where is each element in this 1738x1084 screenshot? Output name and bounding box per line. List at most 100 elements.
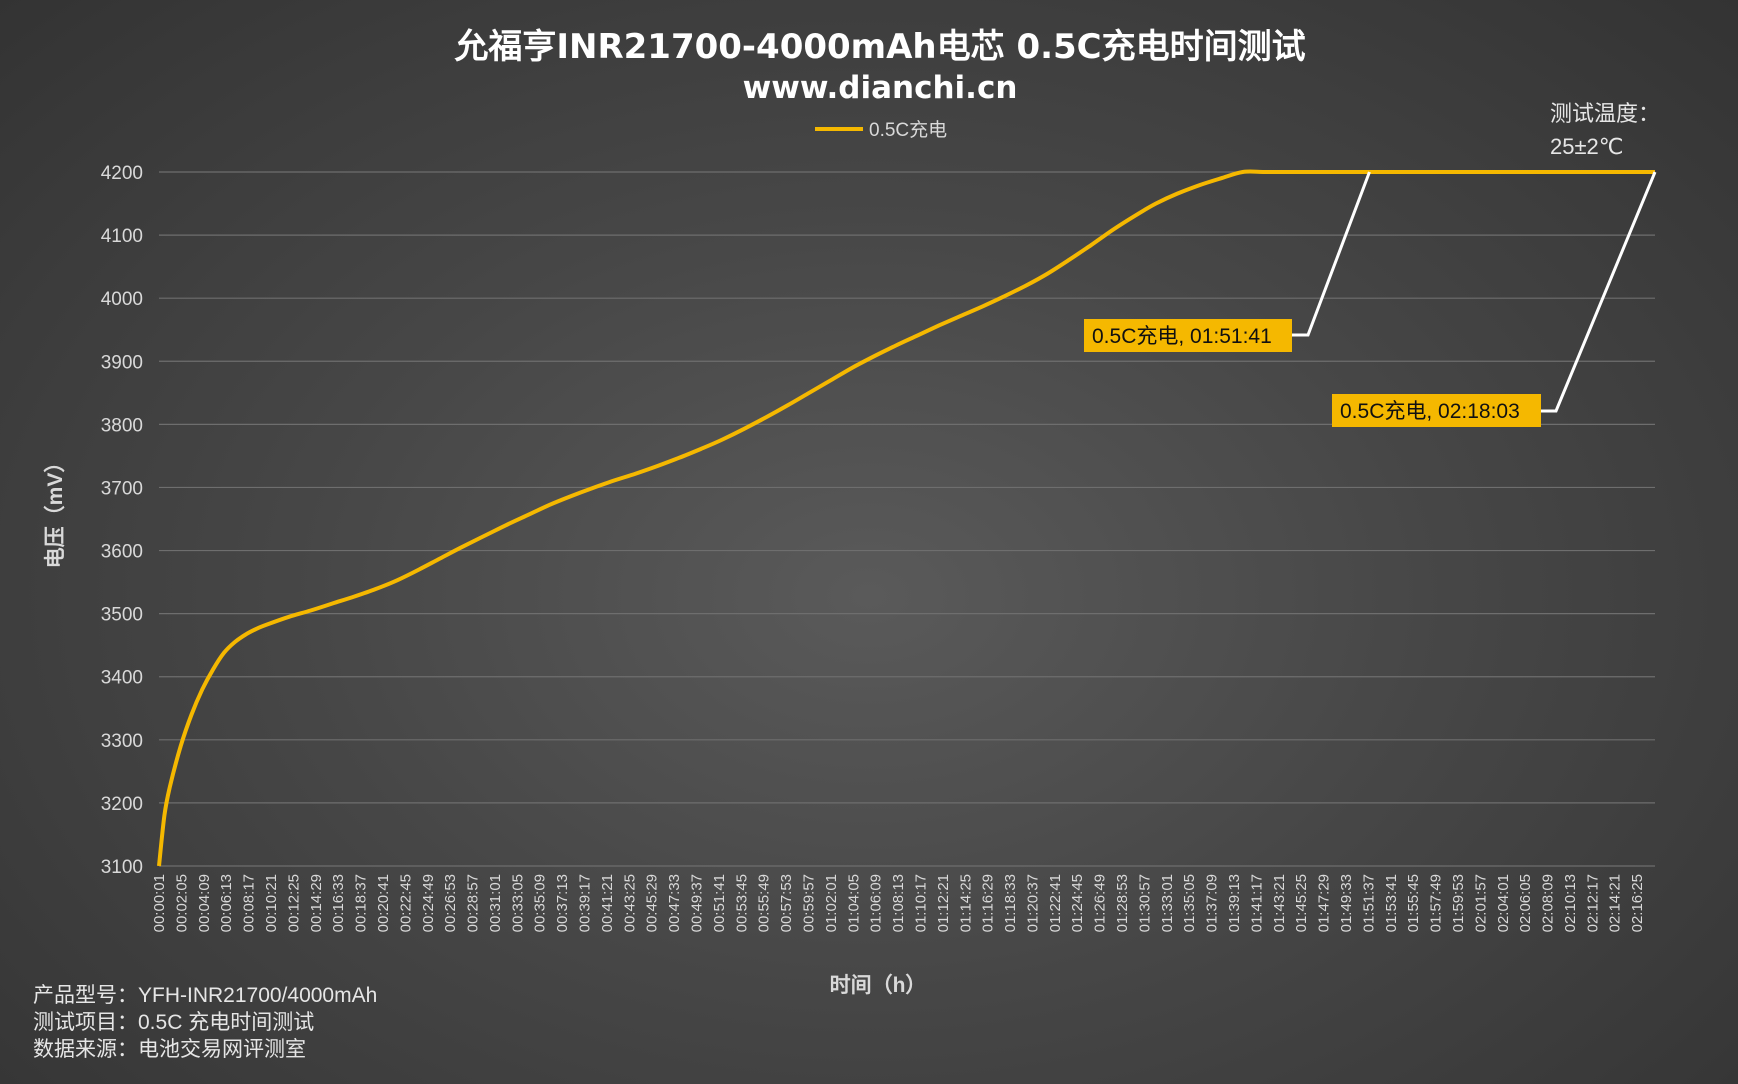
x-tick-label: 01:06:09 [868, 874, 885, 932]
footer-source: 数据来源：电池交易网评测室 [33, 1038, 306, 1061]
x-tick-label: 00:35:09 [532, 874, 549, 932]
x-tick-label: 02:14:21 [1607, 874, 1624, 932]
y-tick-label: 4200 [101, 163, 143, 184]
annotation-leader-line [1541, 171, 1657, 413]
x-tick-label: 00:26:53 [442, 874, 459, 932]
chart-title: 允福亨INR21700-4000mAh电芯 0.5C充电时间测试 [454, 27, 1305, 67]
x-tick-label: 00:31:01 [487, 874, 504, 932]
x-tick-label: 00:33:05 [509, 874, 526, 932]
x-tick-label: 00:55:49 [756, 874, 773, 932]
annotations: 0.5C充电, 01:51:41 0.5C充电, 02:18:03 [1084, 171, 1657, 427]
series-group [157, 169, 1655, 867]
x-tick-label: 01:45:25 [1293, 874, 1310, 932]
x-tick-label: 00:06:13 [218, 874, 235, 932]
x-tick-label: 00:20:41 [375, 874, 392, 932]
x-tick-label: 01:33:01 [1159, 874, 1176, 932]
x-tick-label: 00:24:49 [420, 874, 437, 932]
x-tick-label: 01:30:57 [1136, 874, 1153, 932]
legend-label: 0.5C充电 [869, 119, 947, 141]
x-tick-label: 00:12:25 [285, 874, 302, 932]
footer-test-item: 测试项目：0.5C 充电时间测试 [33, 1011, 314, 1034]
x-tick-label: 00:49:37 [689, 874, 706, 932]
x-tick-label: 00:22:45 [397, 874, 414, 932]
x-tick-label: 00:59:57 [800, 874, 817, 932]
x-tick-label: 01:02:01 [823, 874, 840, 932]
x-tick-label: 02:12:17 [1584, 874, 1601, 932]
annotation-label: 0.5C充电, 02:18:03 [1340, 400, 1520, 423]
x-tick-label: 00:08:17 [241, 874, 258, 932]
x-tick-label: 00:16:33 [330, 874, 347, 932]
x-tick-label: 00:41:21 [599, 874, 616, 932]
x-tick-label: 01:53:41 [1383, 874, 1400, 932]
y-tick-label: 3500 [101, 605, 143, 626]
y-tick-label: 3100 [101, 857, 143, 878]
footer-product: 产品型号：YFH-INR21700/4000mAh [33, 984, 377, 1007]
y-tick-label: 3900 [101, 352, 143, 373]
annotation-box [1332, 394, 1541, 427]
y-tick-label: 3300 [101, 731, 143, 752]
temperature-value: 25±2℃ [1550, 134, 1624, 159]
x-tick-label: 01:47:29 [1316, 874, 1333, 932]
x-tick-label: 00:47:33 [666, 874, 683, 932]
x-axis-title: 时间（h） [830, 973, 927, 997]
x-tick-label: 00:00:01 [151, 874, 168, 932]
x-tick-label: 01:59:53 [1450, 874, 1467, 932]
grid-lines [159, 171, 1655, 867]
annotation-label: 0.5C充电, 01:51:41 [1092, 325, 1272, 348]
x-tick-label: 01:37:09 [1204, 874, 1221, 932]
x-tick-label: 01:35:05 [1181, 874, 1198, 932]
x-tick-label: 01:08:13 [890, 874, 907, 932]
x-tick-label: 01:04:05 [845, 874, 862, 932]
x-tick-label: 01:10:17 [912, 874, 929, 932]
x-tick-label: 01:51:37 [1360, 874, 1377, 932]
x-tick-label: 01:16:29 [980, 874, 997, 932]
x-tick-label: 00:04:09 [196, 874, 213, 932]
x-tick-label: 01:26:49 [1092, 874, 1109, 932]
x-tick-label: 01:57:49 [1428, 874, 1445, 932]
x-tick-label: 00:39:17 [577, 874, 594, 932]
x-tick-label: 00:45:29 [644, 874, 661, 932]
x-tick-label: 00:28:57 [465, 874, 482, 932]
x-tick-label: 01:22:41 [1047, 874, 1064, 932]
y-tick-label: 3700 [101, 478, 143, 499]
y-tick-label: 3800 [101, 415, 143, 436]
annotation-box [1084, 319, 1292, 352]
x-tick-label: 00:53:45 [733, 874, 750, 932]
x-tick-label: 01:20:37 [1024, 874, 1041, 932]
y-tick-labels: 3100 3200 3300 3400 3500 3600 3700 3800 3900 4000… [101, 163, 143, 878]
x-tick-label: 02:01:57 [1472, 874, 1489, 932]
x-tick-label: 02:08:09 [1540, 874, 1557, 932]
chart-subtitle: www.dianchi.cn [743, 70, 1018, 106]
x-tick-label: 01:55:45 [1405, 874, 1422, 932]
y-tick-label: 4100 [101, 226, 143, 247]
legend: 0.5C充电 [815, 119, 947, 141]
x-tick-label: 02:10:13 [1562, 874, 1579, 932]
x-tick-label: 00:57:53 [778, 874, 795, 932]
x-tick-label: 01:28:53 [1114, 874, 1131, 932]
series-line [157, 169, 1655, 867]
y-axis-title: 电压（mV） [43, 452, 67, 569]
x-tick-label: 02:16:25 [1629, 874, 1646, 932]
x-tick-label: 00:10:21 [263, 874, 280, 932]
x-tick-label: 00:18:37 [353, 874, 370, 932]
x-tick-label: 01:18:33 [1002, 874, 1019, 932]
x-tick-label: 01:24:45 [1069, 874, 1086, 932]
x-tick-label: 00:02:05 [173, 874, 190, 932]
x-tick-label: 00:43:25 [621, 874, 638, 932]
x-tick-label: 01:41:17 [1248, 874, 1265, 932]
annotation-leader-line [1292, 171, 1371, 337]
x-tick-label: 02:04:01 [1495, 874, 1512, 932]
temperature-label: 测试温度： [1550, 101, 1660, 126]
x-tick-label: 01:39:13 [1226, 874, 1243, 932]
x-tick-label: 01:43:21 [1271, 874, 1288, 932]
y-tick-label: 3200 [101, 794, 143, 815]
x-tick-labels: 00:00:01 00:02:05 00:04:09 00:06:13 00:08:17… [151, 874, 1646, 932]
x-tick-label: 01:49:33 [1338, 874, 1355, 932]
y-tick-label: 3600 [101, 542, 143, 563]
x-tick-label: 00:37:13 [554, 874, 571, 932]
x-tick-label: 01:14:25 [957, 874, 974, 932]
x-tick-label: 00:14:29 [308, 874, 325, 932]
x-tick-label: 00:51:41 [711, 874, 728, 932]
y-tick-label: 4000 [101, 289, 143, 310]
